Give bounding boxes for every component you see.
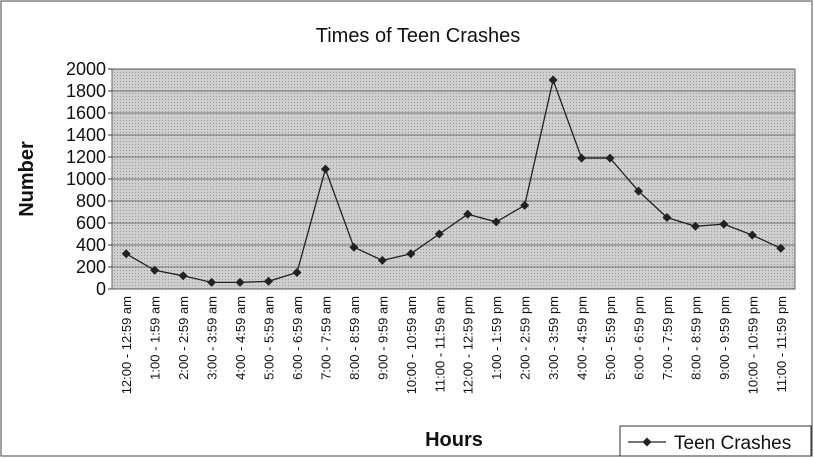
legend-box (619, 425, 812, 457)
data-point (349, 242, 359, 252)
x-tick-label: 4:00 - 4:59 pm (575, 296, 590, 380)
x-tick-label: 11:00 - 11:59 pm (774, 296, 789, 392)
data-point (207, 277, 217, 287)
data-point (406, 249, 416, 259)
data-point (121, 249, 131, 259)
y-tick-label: 2000 (66, 59, 106, 79)
data-point (690, 221, 700, 231)
x-tick-label: 10:00 - 10:59 am (404, 296, 419, 394)
y-tick-label: 1600 (66, 103, 106, 123)
chart-title: Times of Teen Crashes (316, 25, 521, 47)
legend-label: Teen Crashes (674, 433, 791, 454)
x-tick-label: 11:00 - 11:59 am (432, 296, 447, 392)
y-tick-label: 1400 (66, 125, 106, 145)
x-tick-label: 3:00 - 3:59 am (205, 296, 220, 380)
data-point (520, 200, 530, 210)
x-tick-label: 3:00 - 3:59 pm (546, 296, 561, 380)
x-tick-label: 5:00 - 5:59 am (262, 296, 277, 380)
data-point (377, 255, 387, 265)
x-tick-label: 6:00 - 6:59 am (290, 296, 305, 380)
data-point (577, 153, 587, 163)
x-tick-label: 10:00 - 10:59 pm (745, 296, 760, 394)
data-point (548, 75, 558, 85)
y-tick-label: 0 (96, 279, 106, 299)
data-point (719, 219, 729, 229)
y-tick-label: 1200 (66, 147, 106, 167)
x-tick-label: 4:00 - 4:59 am (233, 296, 248, 380)
data-point (662, 213, 672, 222)
data-point (235, 277, 245, 287)
x-axis-label: Hours (425, 429, 483, 451)
data-point (264, 276, 274, 286)
y-tick-label: 200 (76, 257, 106, 277)
x-tick-label: 5:00 - 5:59 pm (603, 296, 618, 380)
data-point (320, 164, 330, 174)
data-point (434, 229, 444, 239)
data-point (491, 217, 501, 227)
x-tick-label: 7:00 - 7:59 am (318, 296, 333, 380)
data-point (150, 265, 160, 275)
data-point (178, 271, 188, 281)
y-tick-label: 600 (76, 213, 106, 233)
x-tick-label: 9:00 - 9:59 pm (717, 296, 732, 380)
x-tick-label: 7:00 - 7:59 pm (660, 296, 675, 380)
y-axis-label: Number (16, 141, 38, 217)
x-tick-label: 8:00 - 8:59 pm (688, 296, 703, 380)
series-line (125, 77, 782, 284)
x-tick-label: 12:00 - 12:59 am (119, 296, 134, 394)
x-tick-label: 12:00 - 12:59 pm (461, 296, 476, 394)
grid (108, 68, 795, 290)
y-tick-label: 1800 (66, 81, 106, 101)
y-tick-label: 1000 (66, 169, 106, 189)
marks (121, 75, 786, 287)
data-point (776, 243, 786, 253)
data-point (747, 230, 757, 240)
data-point (633, 186, 643, 196)
x-tick-label: 2:00 - 2:59 am (176, 296, 191, 380)
y-tick-label: 800 (76, 191, 106, 211)
legend-marker (642, 437, 652, 447)
x-tick-label: 8:00 - 8:59 am (347, 296, 362, 380)
y-tick-label: 400 (76, 235, 106, 255)
x-tick-label: 2:00 - 2:59 pm (518, 296, 533, 380)
data-point (605, 153, 615, 163)
x-tick-label: 1:00 - 1:59 pm (489, 296, 504, 380)
data-point (463, 209, 473, 219)
legend: Teen Crashes (619, 425, 812, 457)
x-tick-label: 1:00 - 1:59 am (148, 296, 163, 380)
x-tick-label: 9:00 - 9:59 am (375, 296, 390, 380)
data-point (292, 268, 302, 277)
x-tick-label: 6:00 - 6:59 pm (631, 296, 646, 380)
